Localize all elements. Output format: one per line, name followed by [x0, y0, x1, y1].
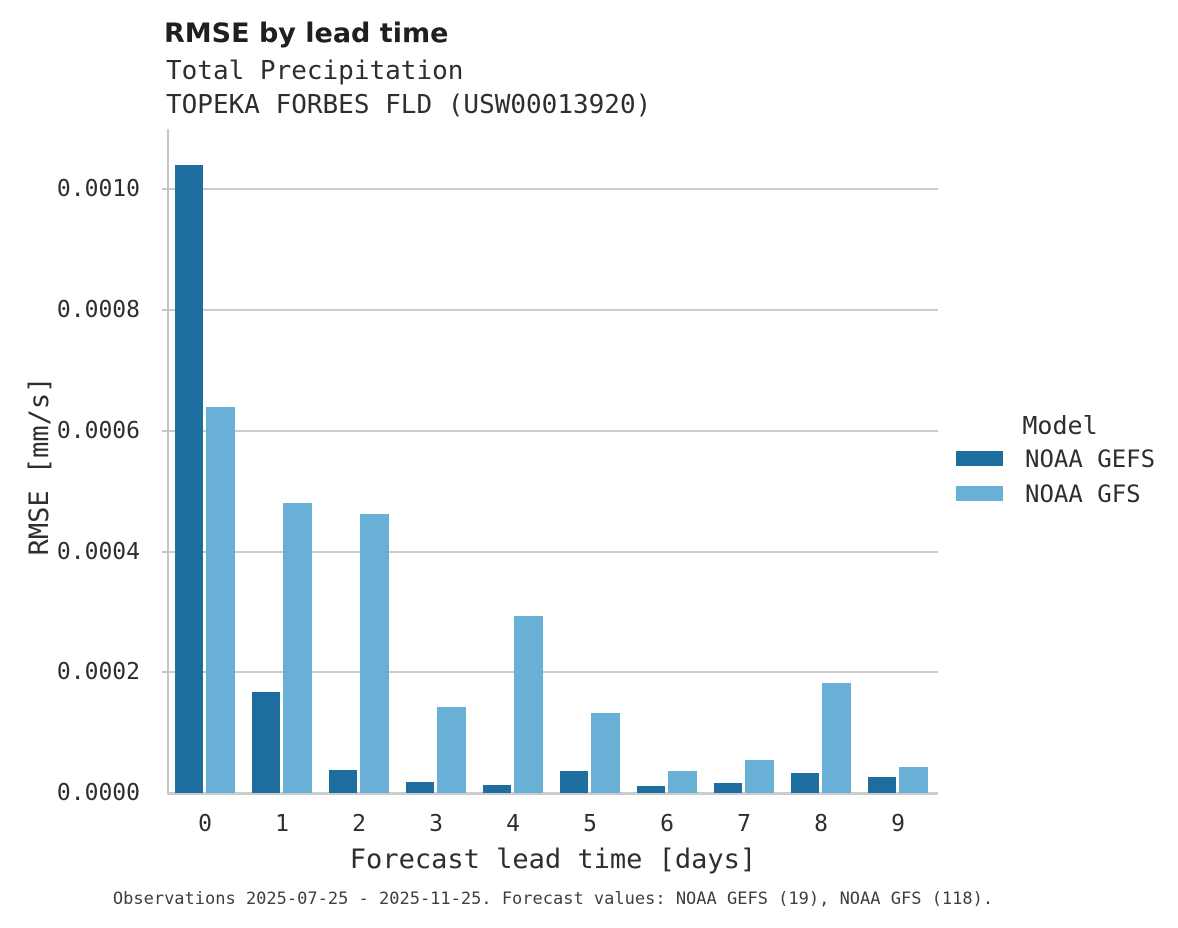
x-tick-label: 7	[737, 811, 751, 837]
legend-entry-noaa-gefs: NOAA GEFS	[956, 442, 1164, 475]
y-tick-label: 0.0006	[56, 417, 140, 444]
y-tick-mark	[162, 550, 169, 553]
bar-noaa-gfs-lead-0	[206, 406, 235, 793]
legend: Model NOAA GEFS NOAA GFS	[956, 412, 1164, 510]
bar-noaa-gefs-lead-7	[714, 783, 742, 793]
y-tick-label: 0.0002	[56, 659, 140, 686]
x-tick-label: 4	[506, 811, 520, 837]
gridline	[169, 309, 938, 312]
y-tick-mark	[162, 429, 169, 432]
y-tick-mark	[162, 309, 169, 312]
chart-title: RMSE by lead time	[164, 18, 449, 49]
bar-noaa-gfs-lead-5	[591, 713, 620, 793]
x-axis-label: Forecast lead time [days]	[349, 844, 757, 875]
y-axis-label: RMSE [mm/s]	[24, 376, 55, 556]
bar-noaa-gfs-lead-7	[745, 760, 774, 793]
gridline	[169, 550, 938, 553]
gridline	[169, 188, 938, 191]
chart-subtitle-line2: TOPEKA FORBES FLD (USW00013920)	[166, 90, 652, 120]
legend-swatch-noaa-gefs-icon	[956, 451, 1003, 466]
x-axis-spine	[167, 792, 938, 795]
x-tick-label: 5	[583, 811, 597, 837]
x-tick-label: 0	[198, 811, 212, 837]
y-tick-label: 0.0004	[56, 538, 140, 565]
footer-caption: Observations 2025-07-25 - 2025-11-25. Fo…	[112, 889, 994, 909]
bar-noaa-gefs-lead-9	[868, 777, 896, 793]
bar-noaa-gfs-lead-4	[514, 616, 543, 793]
bar-noaa-gfs-lead-1	[283, 503, 312, 793]
y-tick-label: 0.0008	[56, 297, 140, 324]
gridline	[169, 429, 938, 432]
y-tick-label: 0.0010	[56, 176, 140, 203]
gridline	[169, 671, 938, 674]
bar-noaa-gefs-lead-6	[637, 785, 665, 793]
y-axis-spine	[167, 129, 169, 793]
bar-noaa-gefs-lead-1	[252, 691, 280, 793]
y-tick-mark	[162, 671, 169, 674]
x-tick-label: 3	[429, 811, 443, 837]
legend-label-noaa-gfs: NOAA GFS	[1025, 479, 1141, 508]
bar-noaa-gfs-lead-9	[899, 767, 928, 793]
chart-subtitle-line1: Total Precipitation	[166, 56, 464, 86]
y-tick-label: 0.0000	[56, 780, 140, 806]
x-tick-label: 1	[275, 811, 289, 837]
legend-swatch-noaa-gfs-icon	[956, 486, 1003, 501]
bar-noaa-gfs-lead-8	[822, 682, 851, 793]
bar-noaa-gfs-lead-6	[668, 770, 697, 793]
legend-entry-noaa-gfs: NOAA GFS	[956, 477, 1164, 510]
bar-noaa-gfs-lead-3	[437, 706, 466, 793]
x-tick-label: 9	[891, 811, 905, 837]
bar-noaa-gefs-lead-5	[560, 771, 588, 793]
x-tick-label: 6	[660, 811, 674, 837]
x-tick-label: 8	[814, 811, 828, 837]
bar-noaa-gefs-lead-0	[175, 165, 203, 793]
bar-noaa-gefs-lead-2	[329, 769, 357, 793]
bar-noaa-gefs-lead-8	[791, 773, 819, 793]
legend-title: Model	[1022, 411, 1098, 440]
chart-subtitle: Total Precipitation TOPEKA FORBES FLD (US…	[166, 54, 651, 122]
x-tick-label: 2	[352, 811, 366, 837]
bar-noaa-gefs-lead-4	[483, 784, 511, 793]
bar-noaa-gefs-lead-3	[406, 782, 434, 793]
plot-area	[162, 129, 938, 795]
y-tick-mark	[162, 188, 169, 191]
legend-label-noaa-gefs: NOAA GEFS	[1025, 444, 1156, 473]
bar-noaa-gfs-lead-2	[360, 514, 389, 793]
